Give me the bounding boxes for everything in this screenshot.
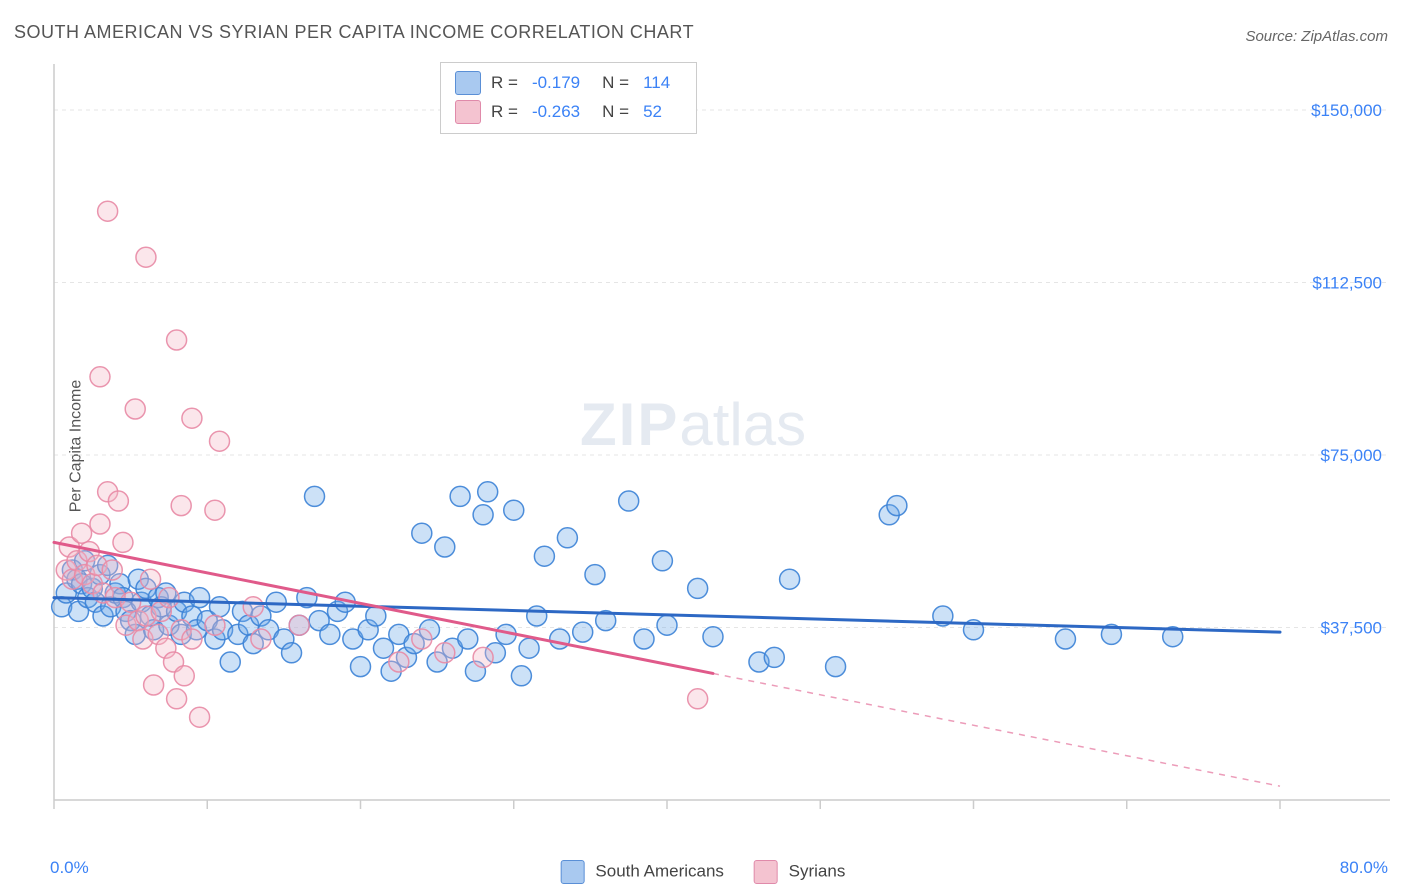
- svg-text:$75,000: $75,000: [1321, 446, 1382, 465]
- swatch-series-2: [455, 100, 481, 124]
- legend-swatch-2: [754, 860, 778, 884]
- swatch-series-1: [455, 71, 481, 95]
- legend-item-2: Syrians: [754, 860, 845, 884]
- legend: South Americans Syrians: [561, 860, 846, 884]
- stats-row-2: R =-0.263 N =52: [455, 98, 682, 127]
- legend-item-1: South Americans: [561, 860, 724, 884]
- legend-swatch-1: [561, 860, 585, 884]
- svg-text:$112,500: $112,500: [1312, 274, 1382, 293]
- x-tick-80: 80.0%: [1340, 858, 1388, 878]
- correlation-stats-box: R =-0.179 N =114 R =-0.263 N =52: [440, 62, 697, 134]
- source-attribution: Source: ZipAtlas.com: [1245, 28, 1388, 45]
- chart-title: SOUTH AMERICAN VS SYRIAN PER CAPITA INCO…: [14, 22, 694, 43]
- x-tick-0: 0.0%: [50, 858, 89, 878]
- stats-row-1: R =-0.179 N =114: [455, 69, 682, 98]
- svg-text:$150,000: $150,000: [1311, 101, 1382, 120]
- scatter-plot: $37,500 $75,000 $112,500 $150,000: [50, 60, 1390, 840]
- svg-text:$37,500: $37,500: [1321, 619, 1382, 638]
